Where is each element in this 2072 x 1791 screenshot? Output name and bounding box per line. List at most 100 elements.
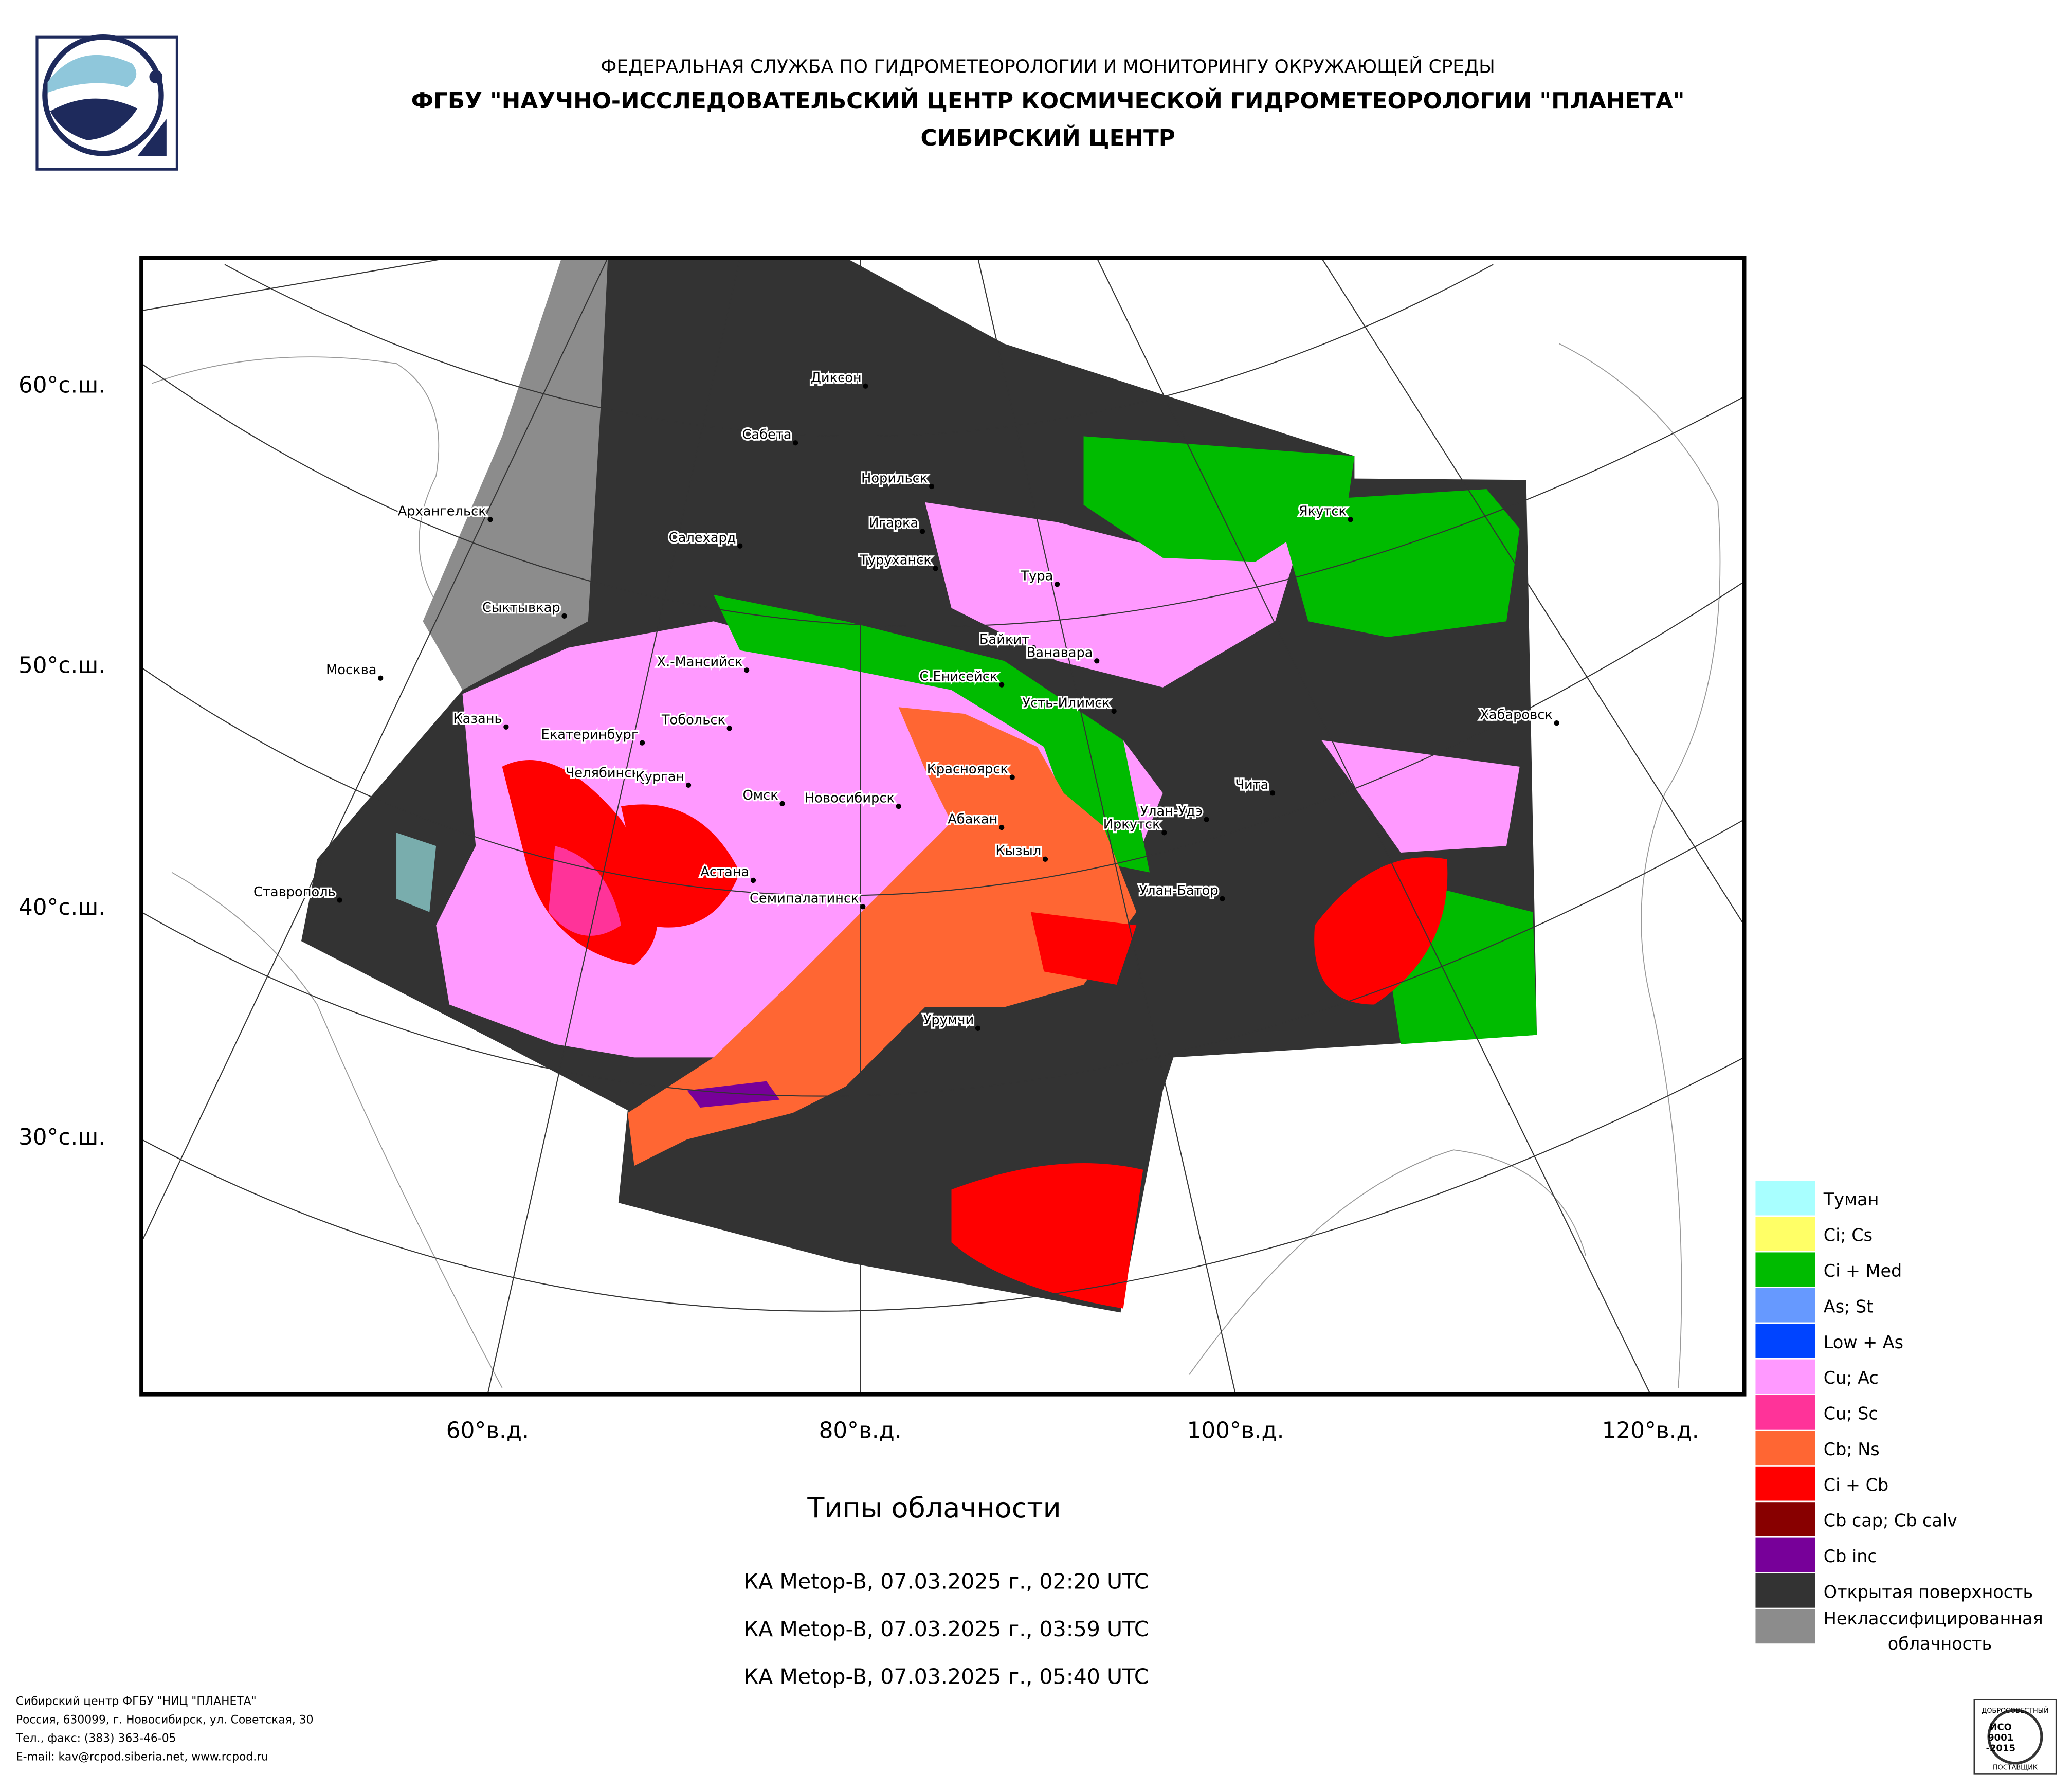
- city-label: Чита: [1235, 777, 1268, 793]
- longitude-label: 80°в.д.: [819, 1418, 902, 1444]
- city-dot: [860, 904, 866, 910]
- city-label: Казань: [453, 711, 502, 727]
- coastline: [1559, 343, 1721, 1388]
- meridian: [141, 258, 450, 312]
- city-label: Иркутск: [1103, 817, 1160, 833]
- map: Диксон Сабета Норильск Архангельск Игарка Сал…: [141, 258, 1744, 1395]
- legend-swatch: [1754, 1215, 1816, 1253]
- ci-cb-area: [621, 804, 740, 928]
- city-dot: [1554, 720, 1559, 726]
- city-label: Хабаровск: [1480, 707, 1553, 722]
- city-dot: [779, 801, 785, 807]
- legend-swatch: [1754, 1536, 1816, 1573]
- legend-label: Ci; Cs: [1824, 1225, 1873, 1245]
- caption-title: Типы облачности: [807, 1492, 1061, 1524]
- city-dot: [929, 483, 935, 490]
- city-dot: [1269, 790, 1276, 796]
- coastline: [152, 356, 450, 622]
- cu-ac-area: [925, 502, 1302, 688]
- city-label: Семипалатинск: [750, 891, 859, 907]
- pass-list: КА Metop-B, 07.03.2025 г., 02:20 UTC КА M…: [743, 1569, 1149, 1689]
- city-dot: [1094, 658, 1100, 664]
- legend-label: облачность: [1888, 1634, 1992, 1654]
- legend-label: Cb inc: [1824, 1546, 1877, 1566]
- city-label: Челябинск: [566, 765, 640, 781]
- legend-swatch: [1754, 1251, 1816, 1288]
- legend-label: Ci + Med: [1824, 1261, 1902, 1281]
- city-label: Тобольск: [661, 713, 725, 728]
- logo-corner: [137, 119, 167, 156]
- longitude-label: 120°в.д.: [1602, 1418, 1699, 1444]
- pass-line: КА Metop-B, 07.03.2025 г., 03:59 UTC: [743, 1617, 1149, 1641]
- city-dot: [1042, 856, 1048, 862]
- city-dot: [737, 543, 743, 549]
- legend-swatch: [1754, 1429, 1816, 1467]
- city-label: Ставрополь: [253, 884, 336, 900]
- cu-sc-area: [548, 846, 621, 936]
- city-dot: [933, 566, 938, 571]
- badge-ring: [1987, 1709, 2043, 1765]
- legend-label: Туман: [1823, 1189, 1879, 1209]
- meridian: [977, 258, 1237, 1395]
- parallel: [141, 363, 1744, 627]
- footer: Сибирский центр ФГБУ "НИЦ "ПЛАНЕТА" Росси…: [15, 1695, 314, 1764]
- city-dot: [1111, 708, 1117, 714]
- ci-cb-area: [1314, 857, 1448, 1005]
- city-dot: [337, 897, 342, 903]
- city-label: Игарка: [869, 516, 918, 531]
- city-dot: [1054, 582, 1060, 587]
- city-dot: [1204, 817, 1209, 822]
- legend-label: Ci + Cb: [1824, 1475, 1888, 1495]
- parallel: [141, 581, 1744, 896]
- longitude-labels: 60°в.д. 80°в.д. 100°в.д. 120°в.д.: [446, 1418, 1699, 1444]
- city-dot: [561, 613, 567, 619]
- meridian: [141, 258, 609, 1243]
- meridian: [1096, 258, 1651, 1395]
- city-label: Байкит: [979, 632, 1029, 647]
- city-dot: [685, 782, 692, 788]
- city-label: Астана: [700, 864, 749, 880]
- logo-sea: [50, 98, 138, 140]
- city-label: Х.-Мансийск: [657, 655, 743, 670]
- city-label: Омск: [743, 788, 778, 803]
- legend-swatch: [1754, 1322, 1816, 1360]
- ci-cb-area: [1030, 912, 1137, 985]
- legend-label: Открытая поверхность: [1824, 1582, 2033, 1602]
- legend-label: Cu; Ac: [1824, 1368, 1879, 1388]
- latitude-label: 60°с.ш.: [19, 372, 105, 399]
- city-dot: [641, 779, 646, 784]
- legend-label: Cb; Ns: [1824, 1439, 1880, 1459]
- badge-bottom: ПОСТАВЩИК: [1993, 1764, 2038, 1772]
- city-label: Новосибирск: [805, 790, 895, 806]
- latitude-label: 40°с.ш.: [19, 894, 105, 920]
- badge-number: 9001: [1988, 1732, 2013, 1743]
- city-label: Сабета: [742, 427, 791, 443]
- footer-line: E-mail: kav@rcpod.siberia.net, www.rcpod…: [16, 1751, 268, 1764]
- coastline: [171, 872, 503, 1388]
- legend-swatch: [1754, 1465, 1816, 1503]
- city-label: Курган: [635, 769, 685, 785]
- legend-label: Cu; Sc: [1824, 1404, 1878, 1424]
- city-dot: [999, 682, 1005, 688]
- city-dot: [1348, 517, 1353, 522]
- footer-line: Сибирский центр ФГБУ "НИЦ "ПЛАНЕТА": [16, 1695, 257, 1708]
- city-label: Туруханск: [859, 553, 932, 568]
- logo-ring: [42, 34, 164, 156]
- city-label: Абакан: [948, 811, 997, 827]
- city-dot: [726, 726, 732, 731]
- logo-satellite: [149, 70, 163, 84]
- cb-ns-area: [627, 707, 1137, 1166]
- footer-line: Россия, 630099, г. Новосибирск, ул. Сове…: [16, 1714, 314, 1727]
- city-dot: [793, 440, 798, 446]
- city-label: Улан-Удэ: [1140, 804, 1202, 819]
- header-center: СИБИРСКИЙ ЦЕНТР: [920, 124, 1175, 151]
- city-label: Сыктывкар: [482, 600, 560, 616]
- city-label: Норильск: [861, 471, 928, 486]
- city-layer: Диксон Сабета Норильск Архангельск Игарка Сал…: [252, 369, 1559, 1031]
- city-dot: [999, 824, 1005, 830]
- badge-year: -2015: [1986, 1743, 2015, 1754]
- city-label: Салехард: [669, 530, 736, 546]
- cb-inc-area: [687, 1081, 780, 1108]
- meridian: [1321, 258, 1744, 926]
